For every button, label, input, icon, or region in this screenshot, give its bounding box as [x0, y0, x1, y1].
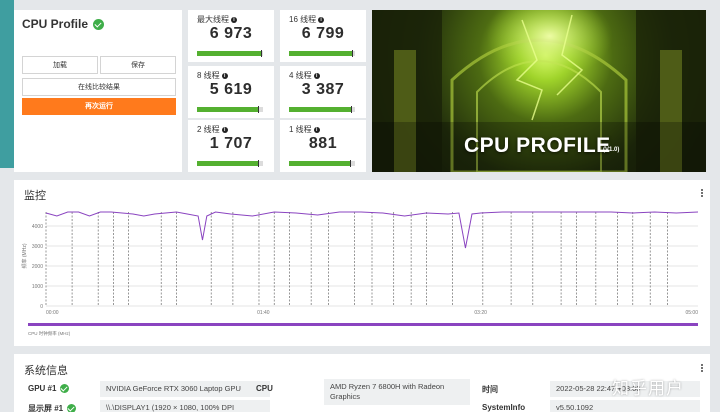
info-icon[interactable]: i	[318, 16, 325, 23]
hero-banner: CPU PROFILE (V1.0)	[372, 10, 706, 172]
score-label: 1 线程	[289, 125, 312, 134]
score-value: 6 973	[209, 25, 253, 42]
score-bar-fill	[289, 161, 351, 166]
score-bar	[197, 50, 263, 57]
cpu-label: CPU	[256, 384, 273, 393]
system-info-title: 系统信息	[24, 365, 68, 377]
gpu-value: NVIDIA GeForce RTX 3060 Laptop GPU	[100, 381, 270, 397]
check-icon	[67, 404, 77, 412]
score-value: 881	[308, 135, 338, 152]
score-value: 1 707	[209, 135, 253, 152]
profile-panel: CPU Profile 加载 保存 在线比较结果 再次运行	[14, 10, 182, 172]
score-value: 3 387	[301, 81, 345, 98]
check-icon	[93, 18, 105, 30]
score-card-4-threads: 4 线程 i 3 387	[280, 66, 366, 118]
more-options-icon[interactable]	[701, 364, 703, 372]
score-card-16-threads: 16 线程 i 6 799	[280, 10, 366, 62]
gpu-label-text: GPU #1	[28, 384, 57, 393]
y-tick-label: 0	[40, 304, 43, 310]
window-edge-accent	[0, 0, 14, 168]
display-label: 显示屏 #1	[28, 403, 77, 412]
score-bar-marker	[351, 106, 353, 113]
score-bar-fill	[197, 161, 259, 166]
run-again-button[interactable]: 再次运行	[22, 98, 176, 115]
timeline-bar	[28, 323, 698, 326]
load-button[interactable]: 加载	[22, 56, 98, 74]
y-tick-label: 4000	[32, 224, 43, 230]
score-bar-fill	[289, 51, 353, 56]
score-value: 6 799	[301, 25, 345, 42]
system-info-panel: 系统信息 GPU #1 NVIDIA GeForce RTX 3060 Lapt…	[14, 354, 710, 412]
monitoring-title: 监控	[24, 190, 46, 202]
profile-title-row: CPU Profile	[22, 17, 105, 31]
score-bar-marker	[258, 160, 260, 167]
score-label: 16 线程	[289, 15, 317, 24]
info-icon[interactable]: i	[313, 72, 320, 79]
info-icon[interactable]: i	[313, 126, 320, 133]
score-card-2-threads: 2 线程 i 1 707	[188, 120, 274, 172]
watermark: 知乎用户	[612, 379, 684, 398]
gpu-label: GPU #1	[28, 384, 70, 393]
hero-title: CPU PROFILE	[464, 134, 611, 157]
info-icon[interactable]: i	[221, 72, 228, 79]
check-icon	[60, 384, 70, 393]
x-tick-label: 03:20	[474, 310, 487, 316]
legend-label: CPU 时钟频率 (MHz)	[28, 330, 71, 337]
score-bar-fill	[197, 107, 259, 112]
info-icon[interactable]: i	[231, 16, 237, 23]
score-card-max-threads: 最大线程 i 6 973	[188, 10, 274, 62]
score-value: 5 619	[209, 81, 253, 98]
y-axis-label: 频率 (MHz)	[21, 243, 28, 268]
hero-version: (V1.0)	[603, 147, 620, 153]
display-value: \\.\DISPLAY1 (1920 × 1080, 100% DPI	[100, 400, 270, 412]
score-label: 4 线程	[289, 71, 312, 80]
score-card-8-threads: 8 线程 i 5 619	[188, 66, 274, 118]
score-label: 最大线程	[197, 15, 229, 24]
score-card-1-thread: 1 线程 i 881	[280, 120, 366, 172]
score-bar-marker	[261, 50, 263, 57]
compare-online-button[interactable]: 在线比较结果	[22, 78, 176, 96]
score-bar-fill	[289, 107, 352, 112]
save-button[interactable]: 保存	[100, 56, 176, 74]
score-bar-fill	[197, 51, 262, 56]
x-tick-label: 00:00	[46, 310, 59, 316]
y-tick-label: 2000	[32, 264, 43, 270]
systeminfo-label: SystemInfo	[482, 403, 526, 412]
systeminfo-value: v5.50.1092	[550, 400, 700, 412]
score-label: 8 线程	[197, 71, 220, 80]
time-label: 时间	[482, 385, 498, 394]
y-tick-label: 1000	[32, 284, 43, 290]
x-tick-label: 01:40	[257, 310, 270, 316]
score-bar-marker	[258, 106, 260, 113]
time-value: 2022-05-28 22:47 +08:00	[550, 381, 700, 397]
info-icon[interactable]: i	[221, 126, 228, 133]
score-bar	[289, 160, 355, 167]
hero-artwork	[372, 10, 706, 172]
score-bar	[289, 50, 355, 57]
x-tick-label: 05:00	[685, 310, 698, 316]
display-label-text: 显示屏 #1	[28, 404, 64, 412]
score-bar	[197, 160, 263, 167]
score-bar-marker	[350, 160, 352, 167]
series-line-cpu-clock	[45, 211, 699, 249]
monitoring-panel: 监控 0 1000 2000 3000 4000 频率 (MHz) 00:00 01:40 03…	[14, 180, 710, 346]
more-options-icon[interactable]	[701, 189, 703, 197]
y-tick-label: 3000	[32, 244, 43, 250]
score-label: 2 线程	[197, 125, 220, 134]
score-bar	[197, 106, 263, 113]
score-bar-marker	[352, 50, 354, 57]
monitoring-chart: 0 1000 2000 3000 4000 频率 (MHz) 00:00 01:40 03:20…	[21, 211, 699, 337]
profile-title: CPU Profile	[22, 17, 89, 31]
score-bar	[289, 106, 355, 113]
cpu-value: AMD Ryzen 7 6800H with Radeon Graphics	[324, 379, 470, 405]
